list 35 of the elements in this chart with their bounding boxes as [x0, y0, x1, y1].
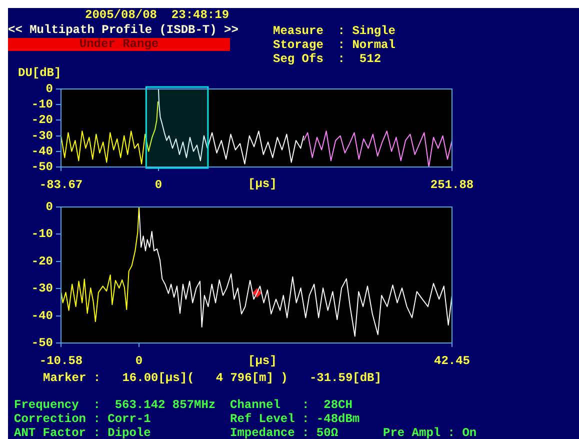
y-tick-label: -40: [31, 144, 53, 158]
y-tick-label: -40: [31, 308, 53, 323]
x-tick-label: 42.45: [434, 354, 470, 368]
x-tick-label: -83.67: [39, 178, 83, 192]
text: Seg Ofs : 512: [273, 52, 382, 66]
text: Impedance : 50Ω: [230, 426, 338, 439]
text: Channel : 28CH: [230, 398, 352, 412]
text: Measure : Single: [273, 24, 396, 38]
y-tick-label: -10: [31, 98, 53, 112]
x-tick-label: 251.88: [430, 178, 474, 192]
y-tick-label: -10: [31, 227, 53, 242]
x-axis-title: [μs]: [248, 177, 277, 191]
text: Storage : Normal: [273, 38, 396, 52]
text: 2005/08/08 23:48:19: [85, 8, 230, 22]
text: Ref Level : -48dBm: [230, 412, 360, 426]
y-tick-label: -20: [31, 113, 53, 128]
x-tick-label: 0: [154, 178, 162, 192]
y-tick-label: -20: [31, 254, 53, 268]
x-axis-title: [μs]: [248, 354, 277, 368]
y-tick-label: 0: [46, 200, 53, 214]
chart-title: << Multipath Profile (ISDB-T) >>: [8, 23, 238, 37]
y-tick-label: -50: [31, 336, 53, 350]
text: Correction : Corr-1: [14, 412, 151, 426]
text: Pre Ampl : On: [383, 426, 477, 439]
y-tick-label: -30: [31, 282, 53, 296]
text: ANT Factor : Dipole: [14, 426, 151, 439]
text: Frequency : 563.142 857MHz: [14, 398, 216, 412]
text: Under Range: [8, 37, 230, 51]
y-tick-label: -30: [31, 128, 53, 143]
x-tick-label: -10.58: [39, 354, 83, 368]
y-tick-label: -50: [31, 160, 53, 174]
y-tick-label: 0: [46, 82, 53, 96]
text: Marker : 16.00[μs]( 4 796[m] ) -31.59[dB]: [43, 371, 382, 385]
x-tick-label: 0: [135, 354, 143, 368]
y-axis-title: DU[dB]: [18, 66, 62, 80]
